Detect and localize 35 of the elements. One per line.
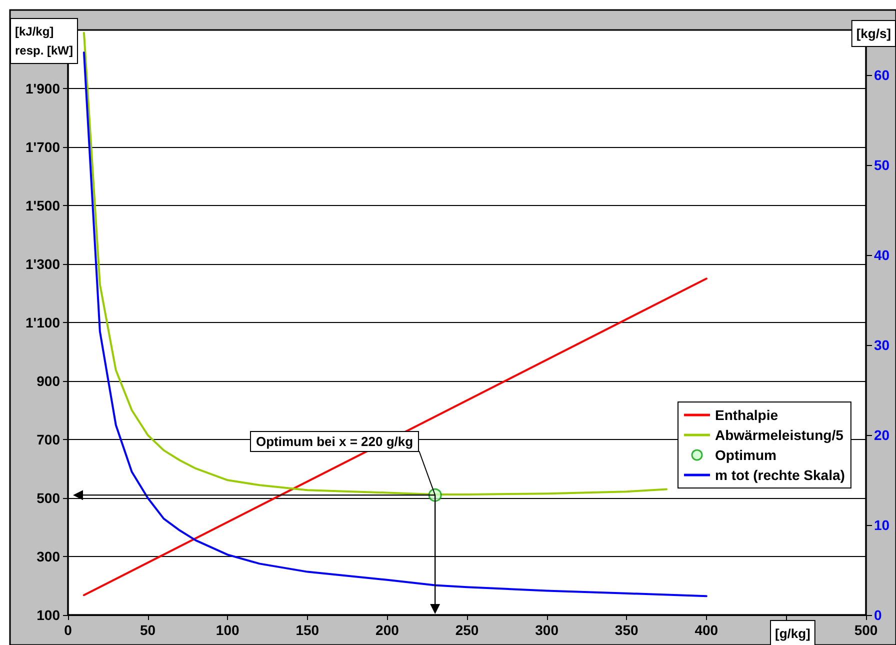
- x-tick-label: 350: [614, 622, 638, 638]
- y-tick-label: 700: [36, 432, 60, 448]
- y-tick-label: 1'900: [26, 80, 60, 96]
- y-tick-label: 100: [36, 607, 60, 623]
- y-tick-label: 900: [36, 373, 60, 389]
- y2-tick-label: 40: [874, 247, 890, 263]
- y-tick-label: 1'500: [26, 198, 60, 214]
- y2-tick-label: 50: [874, 157, 890, 173]
- x-tick-label: 300: [535, 622, 559, 638]
- x-tick-label: 500: [854, 622, 878, 638]
- x-axis-title: [g/kg]: [775, 626, 810, 641]
- y2-tick-label: 60: [874, 67, 890, 83]
- y2-tick-label: 10: [874, 517, 890, 533]
- x-tick-label: 100: [216, 622, 240, 638]
- y-tick-label: 300: [36, 548, 60, 564]
- legend-label: Enthalpie: [715, 407, 778, 423]
- legend-label: Abwärmeleistung/5: [715, 427, 844, 443]
- y2-tick-label: 0: [874, 607, 882, 623]
- y-tick-label: 500: [36, 490, 60, 506]
- y2-tick-label: 20: [874, 427, 890, 443]
- x-tick-label: 0: [64, 622, 72, 638]
- y-tick-label: 1'300: [26, 256, 60, 272]
- x-tick-label: 50: [140, 622, 156, 638]
- y2-axis-title: [kg/s]: [856, 26, 891, 41]
- x-tick-label: 250: [455, 622, 479, 638]
- x-tick-label: 400: [694, 622, 718, 638]
- y2-tick-label: 30: [874, 337, 890, 353]
- annotation: Optimum bei x = 220 g/kg: [250, 431, 420, 452]
- legend-label: Optimum: [715, 447, 776, 463]
- y-tick-label: 1'700: [26, 139, 60, 155]
- x-tick-label: 200: [376, 622, 400, 638]
- legend-label: m tot (rechte Skala): [715, 467, 845, 483]
- y-tick-label: 1'100: [26, 314, 60, 330]
- x-tick-label: 150: [296, 622, 320, 638]
- y-axis-title: [kJ/kg] resp. [kW]: [15, 24, 74, 58]
